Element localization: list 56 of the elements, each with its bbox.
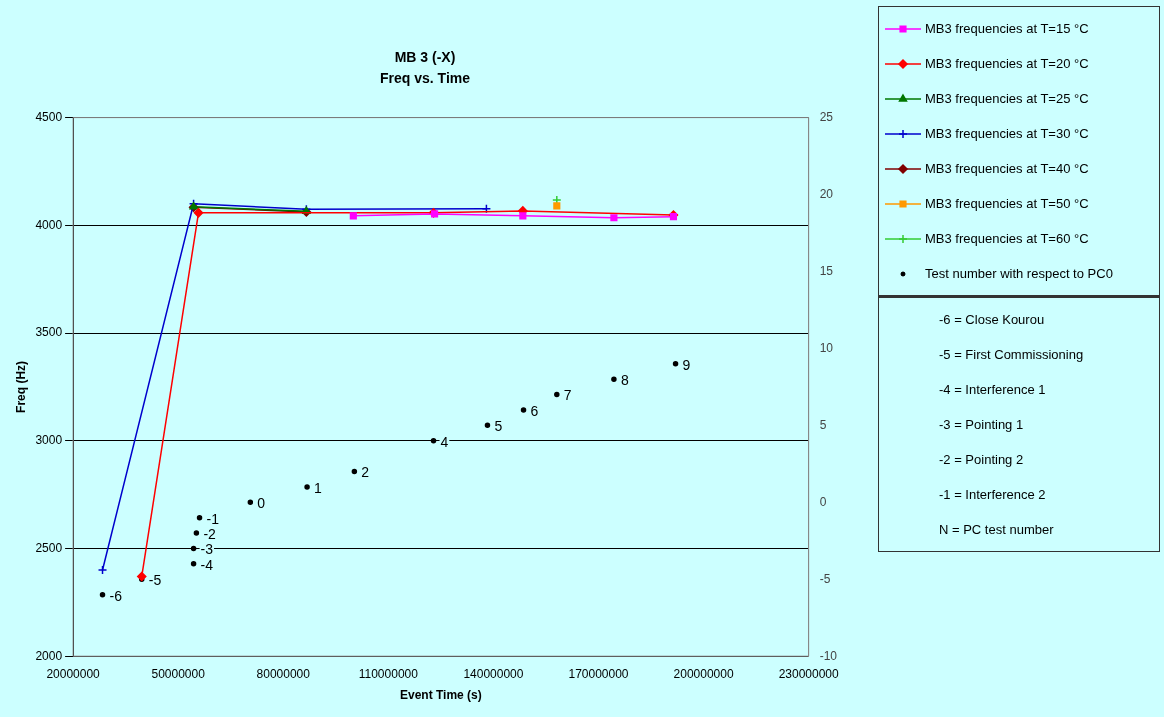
x-tick-label: 20000000 <box>46 666 101 681</box>
text: N = PC test number <box>938 521 1055 539</box>
y-tick-label: 3500 <box>35 325 63 340</box>
x-tick-label: 50000000 <box>151 666 206 681</box>
x-tick-label: 200000000 <box>673 666 734 681</box>
legend-label: MB3 frequencies at T=20 °C <box>925 56 1089 71</box>
y2-tick-label: 10 <box>819 340 834 355</box>
data-label: -5 <box>148 572 162 589</box>
text: -3 = Pointing 1 <box>938 416 1025 434</box>
text: -4 = Interference 1 <box>938 381 1047 399</box>
legend-label: Test number with respect to PC0 <box>925 266 1113 281</box>
x-tick-label: 110000000 <box>358 666 419 681</box>
text: -1 = Interference 2 <box>938 486 1047 504</box>
y2-tick-label: 25 <box>819 109 834 124</box>
data-label: -3 <box>200 541 214 558</box>
legend-label: MB3 frequencies at T=25 °C <box>925 91 1089 106</box>
text: -6 = Close Kourou <box>938 311 1046 329</box>
legend-label: MB3 frequencies at T=30 °C <box>925 126 1089 141</box>
data-label: -2 <box>203 525 217 542</box>
y2-tick-label: -5 <box>819 571 831 586</box>
legend-label: MB3 frequencies at T=60 °C <box>925 231 1089 246</box>
data-label: 5 <box>494 418 503 435</box>
y-tick-label: 2500 <box>35 540 63 555</box>
y2-tick-label: 0 <box>819 494 827 509</box>
x-tick-label: 80000000 <box>256 666 311 681</box>
legend-label: MB3 frequencies at T=40 °C <box>925 161 1089 176</box>
data-label: -4 <box>200 556 214 573</box>
y2-tick-label: 20 <box>819 186 834 201</box>
y-tick-label: 3000 <box>35 433 63 448</box>
data-label: 2 <box>361 464 370 481</box>
chart-subtitle: Freq vs. Time <box>379 70 471 87</box>
y-axis-title: Freq (Hz) <box>13 360 28 413</box>
x-tick-label: 230000000 <box>778 666 840 681</box>
y2-tick-label: -10 <box>819 648 838 663</box>
data-label: -1 <box>206 510 220 527</box>
data-label: 8 <box>620 372 629 389</box>
data-label: 1 <box>314 479 323 496</box>
legend-label: MB3 frequencies at T=15 °C <box>925 21 1089 36</box>
chart-title: MB 3 (-X) <box>394 49 456 66</box>
y-tick-label: 4000 <box>35 217 63 232</box>
data-label: -6 <box>109 587 123 604</box>
data-label: 9 <box>682 356 691 373</box>
y-tick-label: 2000 <box>35 648 63 663</box>
text: -5 = First Commissioning <box>938 346 1085 364</box>
x-axis-title: Event Time (s) <box>399 688 482 703</box>
x-tick-label: 170000000 <box>568 666 629 681</box>
text: -2 = Pointing 2 <box>938 451 1025 469</box>
data-label: 0 <box>257 495 266 512</box>
data-label: 4 <box>440 433 449 450</box>
y-tick-label: 4500 <box>35 109 63 124</box>
y2-tick-label: 15 <box>819 263 834 278</box>
y2-tick-label: 5 <box>819 417 827 432</box>
data-label: 6 <box>530 402 539 419</box>
data-label: 7 <box>563 387 572 404</box>
legend-label: MB3 frequencies at T=50 °C <box>925 196 1089 211</box>
x-tick-label: 140000000 <box>463 666 524 681</box>
